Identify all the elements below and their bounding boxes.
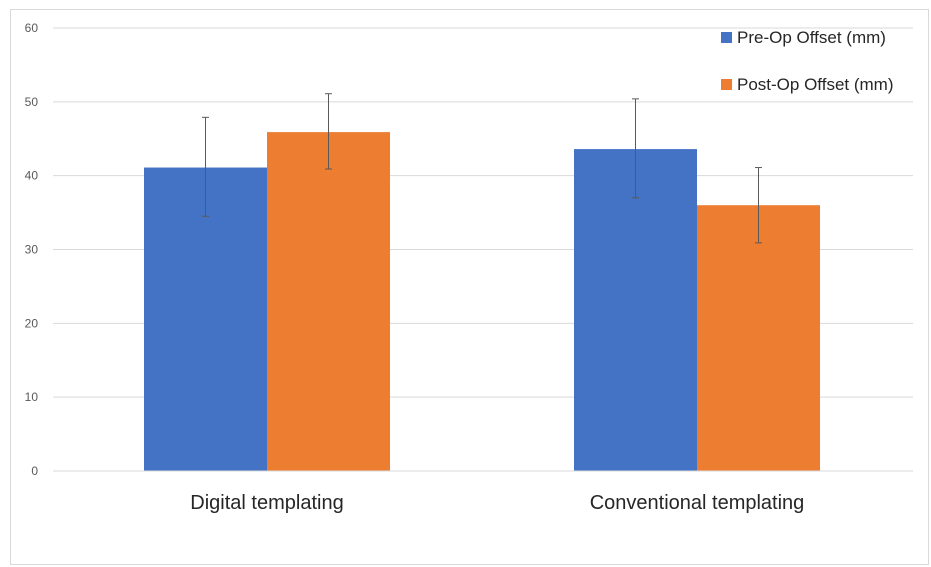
bar-post-op-conventional bbox=[697, 205, 820, 471]
bar-pre-op-conventional bbox=[574, 149, 697, 471]
legend-swatch bbox=[721, 79, 732, 90]
y-tick-label: 40 bbox=[25, 169, 39, 183]
y-axis-tick-labels: 0 10 20 30 40 50 60 bbox=[25, 21, 39, 478]
legend-label: Post-Op Offset (mm) bbox=[737, 75, 894, 94]
bar-pre-op-digital bbox=[144, 167, 267, 472]
y-tick-label: 50 bbox=[25, 95, 39, 109]
y-tick-label: 60 bbox=[25, 21, 39, 35]
error-bars bbox=[202, 93, 762, 244]
category-label: Digital templating bbox=[190, 492, 343, 514]
y-tick-label: 10 bbox=[25, 390, 39, 404]
y-tick-label: 30 bbox=[25, 243, 39, 257]
legend-label: Pre-Op Offset (mm) bbox=[737, 28, 886, 47]
y-tick-label: 0 bbox=[31, 464, 38, 478]
bar-post-op-digital bbox=[267, 132, 390, 472]
legend: Pre-Op Offset (mm) Post-Op Offset (mm) bbox=[721, 28, 894, 94]
x-axis-category-labels: Digital templating Conventional templatin… bbox=[190, 492, 804, 514]
category-label: Conventional templating bbox=[590, 492, 805, 514]
y-tick-label: 20 bbox=[25, 316, 39, 330]
legend-swatch bbox=[721, 32, 732, 43]
bars bbox=[144, 132, 820, 472]
